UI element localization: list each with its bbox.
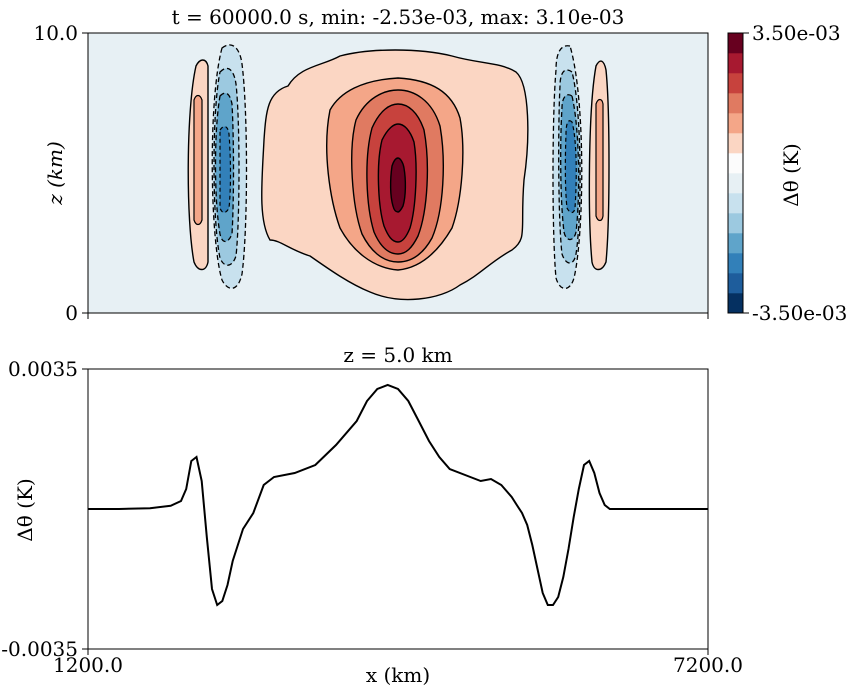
colorbar-level-11 xyxy=(728,73,743,94)
colorbar-level-10 xyxy=(728,93,743,114)
profile-xlabel: x (km) xyxy=(366,663,430,687)
colorbar-level-3 xyxy=(728,233,743,254)
colorbar-level-0 xyxy=(728,293,743,314)
contour-frame xyxy=(87,32,709,314)
colorbar-level-2 xyxy=(728,253,743,274)
left-negative-band-4 xyxy=(219,125,232,214)
core-level-6 xyxy=(389,157,407,213)
colorbar-level-12 xyxy=(728,53,743,74)
profile-frame xyxy=(87,368,709,650)
profile-ytick-top: 0.0035 xyxy=(8,357,78,381)
profile-title: z = 5.0 km xyxy=(343,343,452,367)
profile-series-line xyxy=(88,383,708,607)
contour-title: t = 60000.0 s, min: -2.53e-03, max: 3.10… xyxy=(172,5,625,29)
colorbar-tick-top: 3.50e-03 xyxy=(752,21,841,45)
profile-ytick-bottom: -0.0035 xyxy=(1,637,78,661)
colorbar-level-4 xyxy=(728,213,743,234)
contour-ytick-bottom: 0 xyxy=(65,301,78,325)
contour-ylabel: z (km) xyxy=(43,141,67,206)
contour-field xyxy=(187,44,610,301)
colorbar-level-9 xyxy=(728,113,743,134)
profile-background xyxy=(88,369,708,649)
contour-panel: t = 60000.0 s, min: -2.53e-03, max: 3.10… xyxy=(33,5,709,325)
colorbar: 3.50e-03 -3.50e-03 Δθ (K) xyxy=(727,21,847,325)
colorbar-frame xyxy=(727,32,744,314)
colorbar-level-7 xyxy=(728,153,743,174)
colorbar-level-1 xyxy=(728,273,743,294)
left-positive-band-inner xyxy=(193,94,203,226)
colorbar-level-5 xyxy=(728,193,743,214)
contour-ytick-top: 10.0 xyxy=(33,21,78,45)
colorbar-tick-bottom: -3.50e-03 xyxy=(752,301,847,325)
profile-xtick-left: 1200.0 xyxy=(53,653,123,677)
profile-ylabel: Δθ (K) xyxy=(13,478,37,541)
right-positive-band-inner xyxy=(595,98,604,222)
colorbar-level-8 xyxy=(728,133,743,154)
right-negative-band-4 xyxy=(564,120,577,214)
profile-panel: z = 5.0 km 0.0035 -0.0035 1200.0 7200.0 … xyxy=(1,343,743,687)
profile-xtick-right: 7200.0 xyxy=(673,653,743,677)
colorbar-level-13 xyxy=(728,33,743,54)
colorbar-label: Δθ (K) xyxy=(779,143,803,206)
colorbar-level-6 xyxy=(728,173,743,194)
